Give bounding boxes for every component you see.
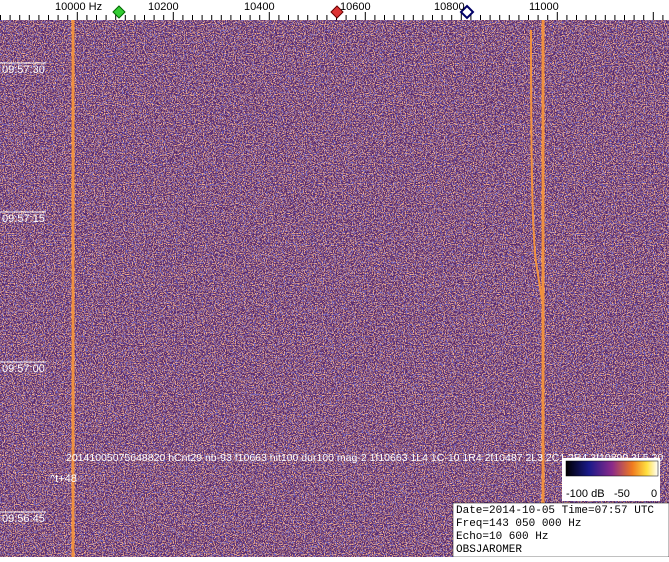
- noise-bright: [0, 20, 669, 557]
- color-scale-bar: [565, 460, 659, 477]
- ruler-ticks: [0, 12, 664, 20]
- frequency-label: 11000: [529, 1, 559, 13]
- scale-label: 0: [651, 488, 657, 500]
- time-label: 09:56:45: [2, 513, 45, 525]
- info-line: OBSJAROMER: [456, 544, 522, 556]
- marker-blue: [459, 4, 475, 20]
- offset-label: ^t+48: [50, 473, 77, 485]
- meteor-echo: [530, 29, 543, 301]
- time-label: 09:57:15: [2, 213, 45, 225]
- scale-label: -50: [614, 488, 630, 500]
- marker-green: [112, 5, 126, 19]
- detection-line: 20141005075648820 hCnt29 nb-93 f10663 hi…: [66, 452, 663, 464]
- info-line: Date=2014-10-05 Time=07:57 UTC: [456, 505, 654, 517]
- info-line: Echo=10 600 Hz: [456, 531, 548, 543]
- frequency-label: 10400: [244, 1, 275, 13]
- time-label: 09:57:30: [2, 64, 45, 76]
- labels: 10000 Hz 10200 10400 10600 10800 11000 09:57:3…: [0, 1, 559, 525]
- frequency-label: 10600: [340, 1, 371, 13]
- info-line: Freq=143 050 000 Hz: [456, 518, 581, 530]
- scale-label: -100 dB: [566, 488, 605, 500]
- marker-red: [330, 5, 344, 19]
- time-label: 09:57:00: [2, 363, 45, 375]
- frequency-label: 10200: [148, 1, 179, 13]
- info-box: [452, 502, 669, 558]
- frequency-label: 10800: [434, 1, 465, 13]
- frequency-label: 10000 Hz: [55, 1, 102, 13]
